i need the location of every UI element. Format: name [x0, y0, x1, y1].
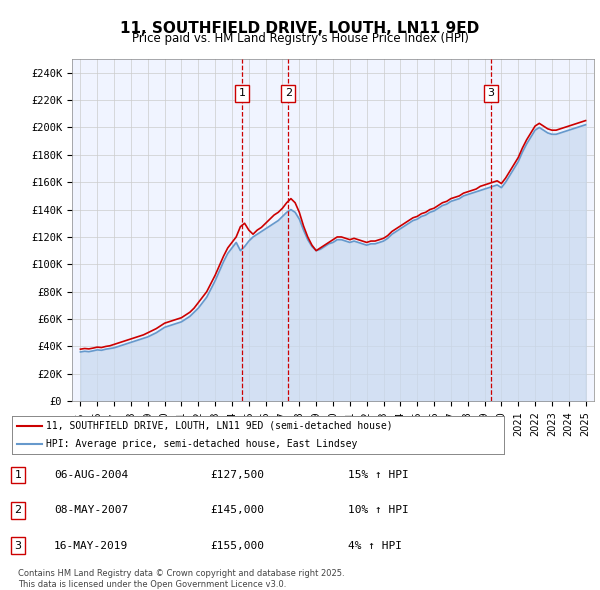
Text: 16-MAY-2019: 16-MAY-2019	[54, 541, 128, 550]
Text: £155,000: £155,000	[210, 541, 264, 550]
Text: Contains HM Land Registry data © Crown copyright and database right 2025.
This d: Contains HM Land Registry data © Crown c…	[18, 569, 344, 589]
Text: 06-AUG-2004: 06-AUG-2004	[54, 470, 128, 480]
Text: 2: 2	[285, 88, 292, 98]
Text: 10% ↑ HPI: 10% ↑ HPI	[348, 506, 409, 515]
Text: 08-MAY-2007: 08-MAY-2007	[54, 506, 128, 515]
Text: 1: 1	[14, 470, 22, 480]
Text: 1: 1	[238, 88, 245, 98]
Text: Price paid vs. HM Land Registry's House Price Index (HPI): Price paid vs. HM Land Registry's House …	[131, 32, 469, 45]
Text: 4% ↑ HPI: 4% ↑ HPI	[348, 541, 402, 550]
Text: £127,500: £127,500	[210, 470, 264, 480]
Text: 3: 3	[487, 88, 494, 98]
Text: 3: 3	[14, 541, 22, 550]
Text: 15% ↑ HPI: 15% ↑ HPI	[348, 470, 409, 480]
Text: 11, SOUTHFIELD DRIVE, LOUTH, LN11 9ED: 11, SOUTHFIELD DRIVE, LOUTH, LN11 9ED	[121, 21, 479, 35]
Text: 11, SOUTHFIELD DRIVE, LOUTH, LN11 9ED (semi-detached house): 11, SOUTHFIELD DRIVE, LOUTH, LN11 9ED (s…	[46, 421, 393, 431]
Text: HPI: Average price, semi-detached house, East Lindsey: HPI: Average price, semi-detached house,…	[46, 438, 358, 448]
Text: 2: 2	[14, 506, 22, 515]
Text: £145,000: £145,000	[210, 506, 264, 515]
